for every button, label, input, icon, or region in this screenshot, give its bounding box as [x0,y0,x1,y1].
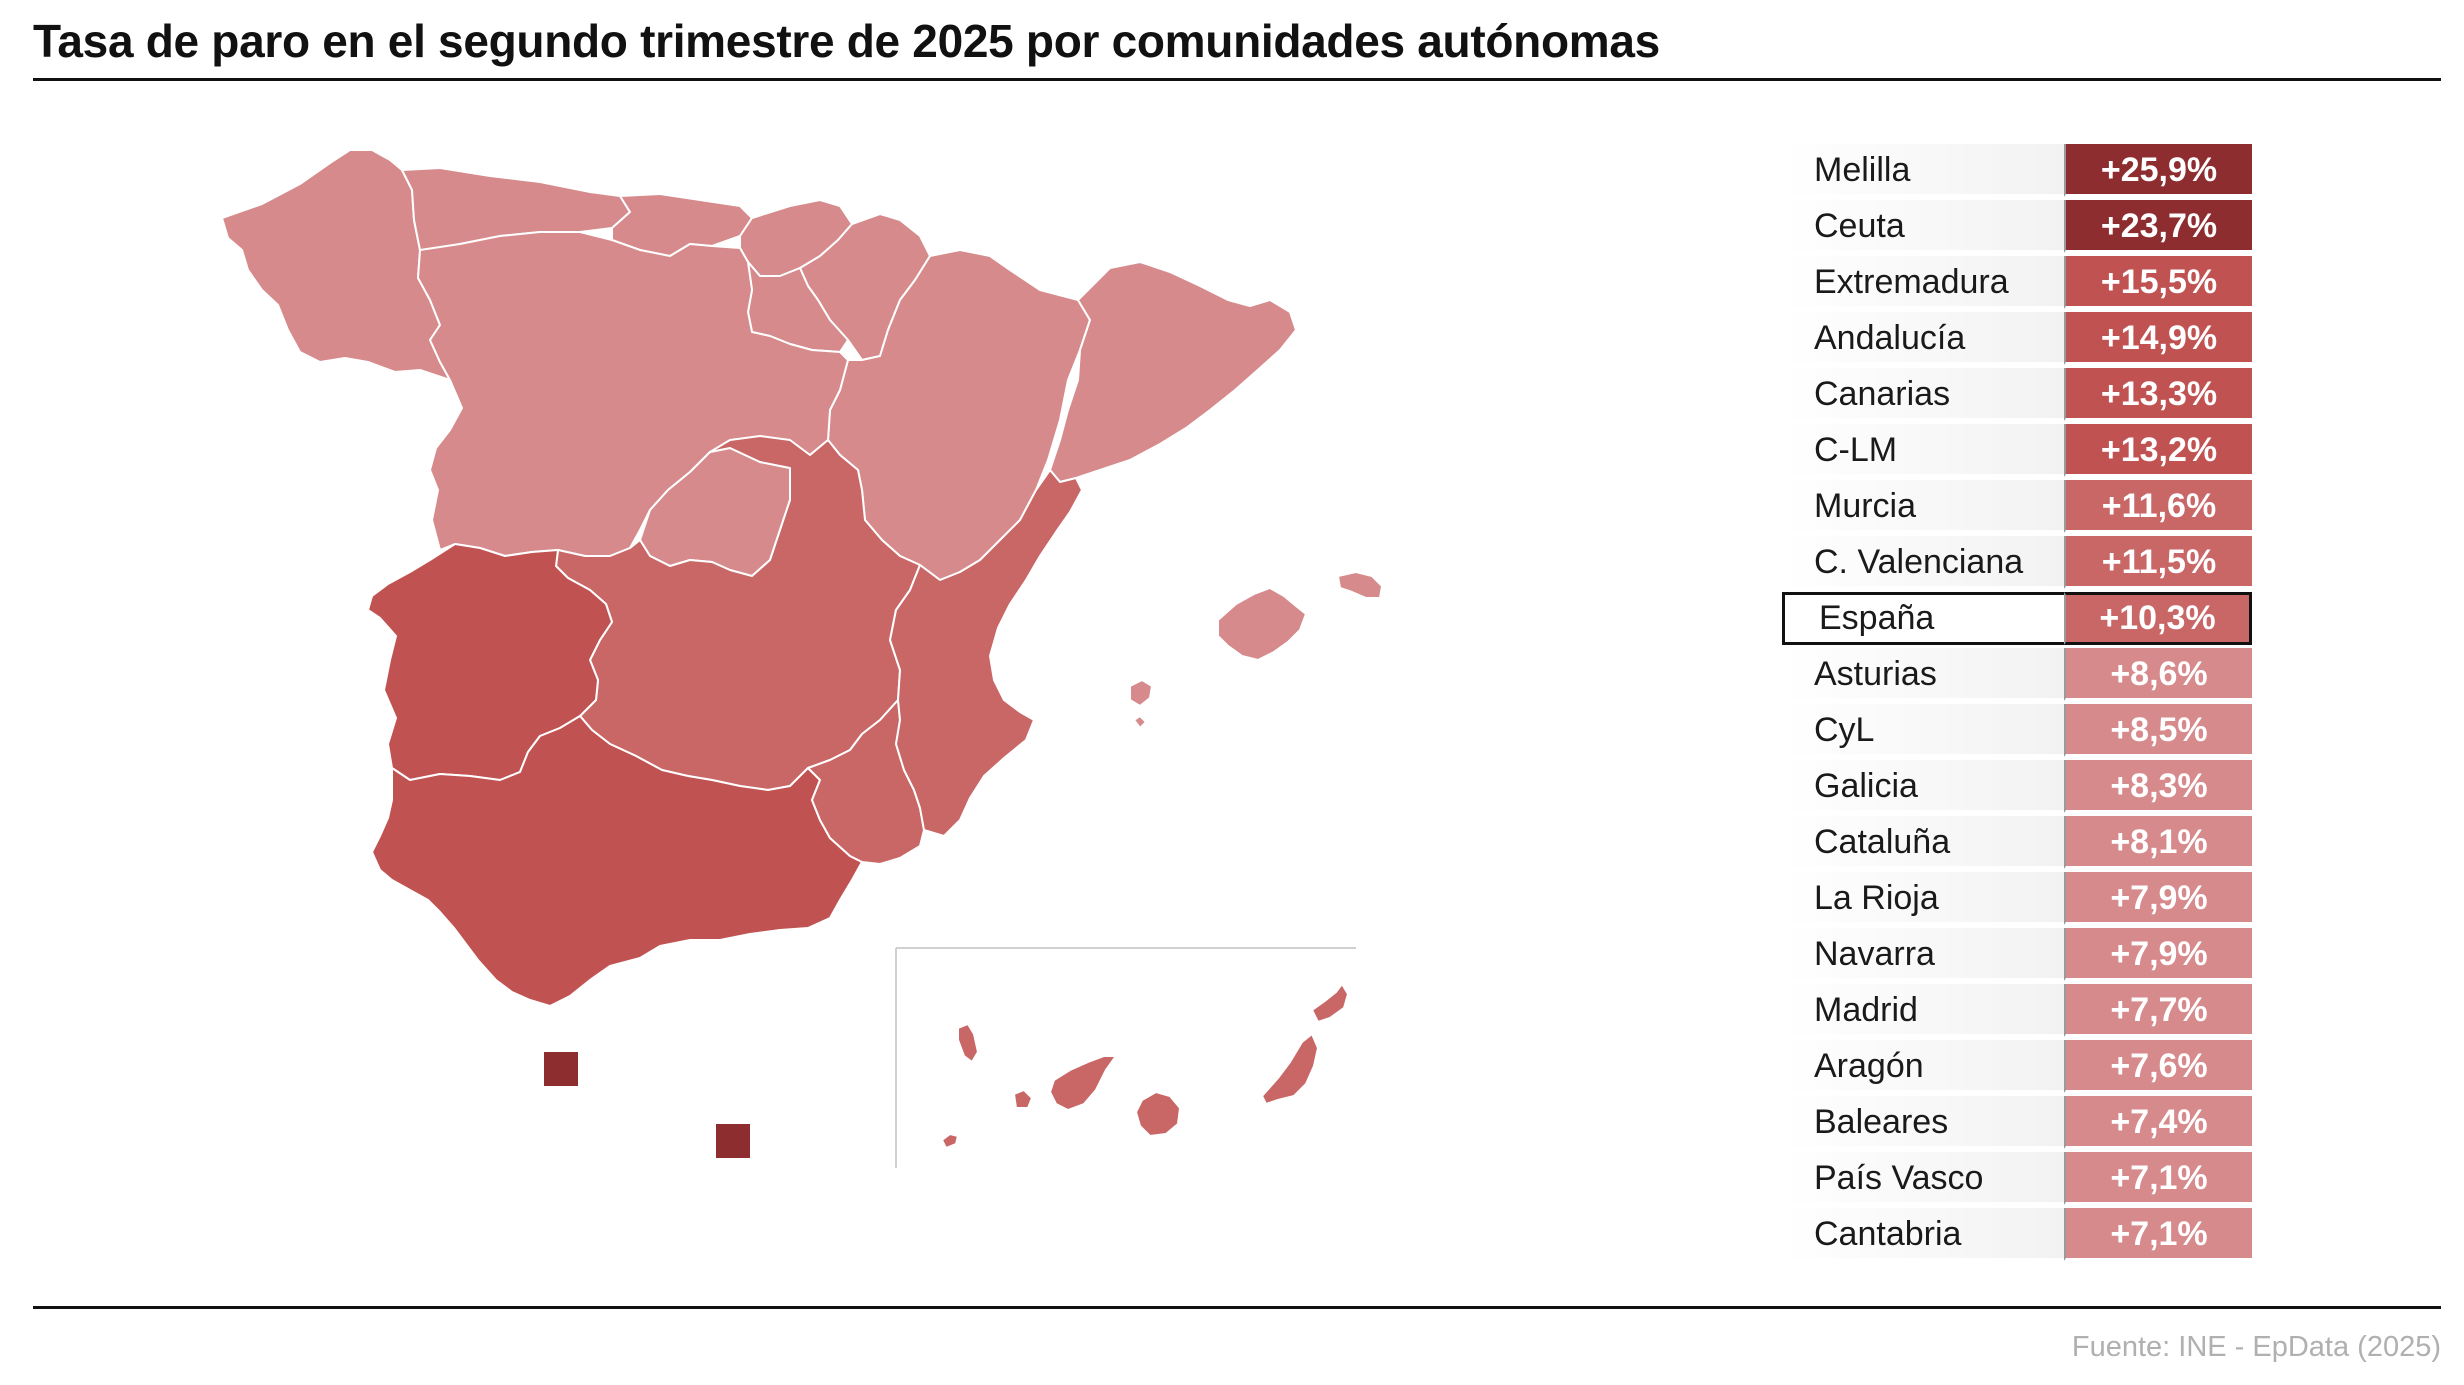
table-row: Cantabria +7,1% [1782,1208,2252,1264]
rate-value-cell: +10,3% [2064,592,2252,645]
region-name-cell: Melilla [1782,144,2064,197]
region-cataluna[interactable] [1049,261,1297,483]
region-canarias[interactable] [941,983,1349,1149]
top-divider [33,78,2441,81]
table-row: Galicia +8,3% [1782,760,2252,816]
table-row: Murcia +11,6% [1782,480,2252,536]
table-row: Andalucía +14,9% [1782,312,2252,368]
region-name-cell: CyL [1782,704,2064,757]
region-name-cell: Canarias [1782,368,2064,421]
region-name-cell: Baleares [1782,1096,2064,1149]
rate-value-cell: +7,9% [2064,928,2252,981]
table-row: Extremadura +15,5% [1782,256,2252,312]
table-row: La Rioja +7,9% [1782,872,2252,928]
table-row: Baleares +7,4% [1782,1096,2252,1152]
rate-value-cell: +7,9% [2064,872,2252,925]
region-name-cell: La Rioja [1782,872,2064,925]
table-row: C-LM +13,2% [1782,424,2252,480]
region-name-cell: Cantabria [1782,1208,2064,1261]
table-row: Canarias +13,3% [1782,368,2252,424]
region-name-cell: Aragón [1782,1040,2064,1093]
region-ceuta[interactable] [544,1052,578,1086]
rate-value-cell: +15,5% [2064,256,2252,309]
rate-value-cell: +7,7% [2064,984,2252,1037]
region-name-cell: Navarra [1782,928,2064,981]
region-name-cell: Andalucía [1782,312,2064,365]
rate-value-cell: +25,9% [2064,144,2252,197]
region-name-cell: Galicia [1782,760,2064,813]
rate-value-cell: +7,6% [2064,1040,2252,1093]
rate-value-cell: +8,6% [2064,648,2252,701]
rate-value-cell: +7,1% [2064,1152,2252,1205]
table-row: Asturias +8,6% [1782,648,2252,704]
table-row: País Vasco +7,1% [1782,1152,2252,1208]
rate-value-cell: +8,5% [2064,704,2252,757]
canarias-inset-frame [895,947,1356,1168]
rate-value-cell: +8,1% [2064,816,2252,869]
map-title: Tasa de paro en el segundo trimestre de … [33,15,1660,67]
source-note: Fuente: INE - EpData (2025) [2071,1331,2441,1363]
table-row: Navarra +7,9% [1782,928,2252,984]
table-row: Madrid +7,7% [1782,984,2252,1040]
table-row: Aragón +7,6% [1782,1040,2252,1096]
rate-value-cell: +23,7% [2064,200,2252,253]
region-name-cell: Asturias [1782,648,2064,701]
region-name-cell: C-LM [1782,424,2064,477]
region-name-cell: Cataluña [1782,816,2064,869]
rate-value-cell: +13,3% [2064,368,2252,421]
table-row: España +10,3% [1782,592,2252,648]
region-melilla[interactable] [716,1124,750,1158]
region-name-cell: Madrid [1782,984,2064,1037]
rate-value-cell: +14,9% [2064,312,2252,365]
region-andalucia[interactable] [371,715,863,1007]
region-name-cell: C. Valenciana [1782,536,2064,589]
table-row: Melilla +25,9% [1782,144,2252,200]
rate-value-cell: +11,5% [2064,536,2252,589]
unemployment-ranking-table: Melilla +25,9% Ceuta +23,7% Extremadura +15,5… [1782,144,2252,1264]
table-row: C. Valenciana +11,5% [1782,536,2252,592]
region-c-valenciana[interactable] [889,469,1083,837]
bottom-divider [33,1306,2441,1309]
spain-choropleth-map [221,149,1383,1168]
rate-value-cell: +7,4% [2064,1096,2252,1149]
region-name-cell: País Vasco [1782,1152,2064,1205]
rate-value-cell: +11,6% [2064,480,2252,533]
region-name-cell: Extremadura [1782,256,2064,309]
region-name-cell: Murcia [1782,480,2064,533]
table-row: CyL +8,5% [1782,704,2252,760]
table-row: Ceuta +23,7% [1782,200,2252,256]
region-baleares[interactable] [1129,571,1383,729]
region-name-cell: España [1782,592,2064,645]
rate-value-cell: +8,3% [2064,760,2252,813]
table-row: Cataluña +8,1% [1782,816,2252,872]
rate-value-cell: +7,1% [2064,1208,2252,1261]
region-name-cell: Ceuta [1782,200,2064,253]
rate-value-cell: +13,2% [2064,424,2252,477]
